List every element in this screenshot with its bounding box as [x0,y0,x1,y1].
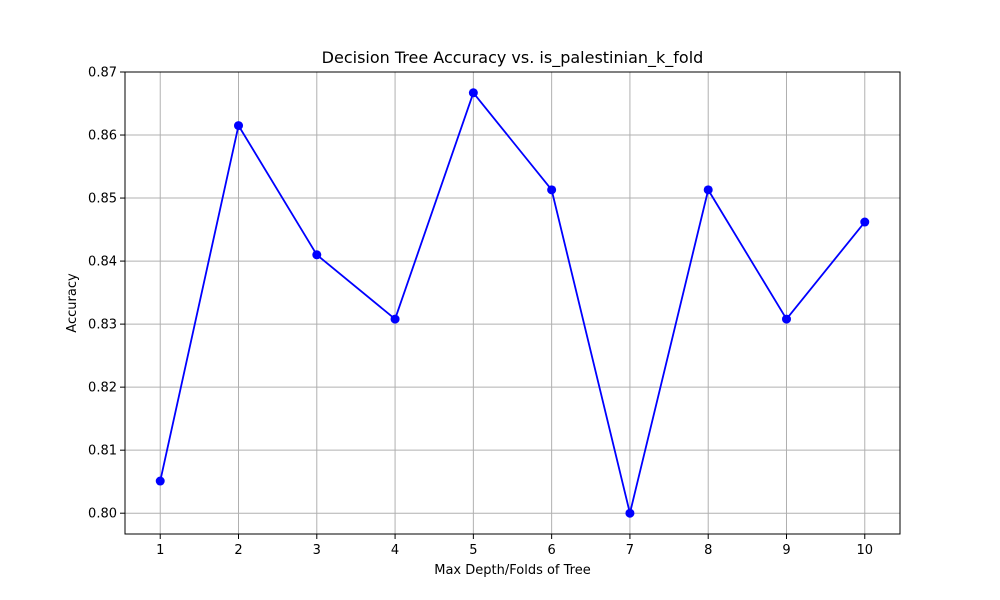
chart-title: Decision Tree Accuracy vs. is_palestinia… [322,48,704,68]
axis-ticks: 1 2 3 4 5 6 7 8 9 10 0.80 0.81 0.82 0.83 0.84 0.85 0.86 0… [88,66,873,559]
data-point [312,250,322,260]
series-line [159,91,866,515]
plot-frame [124,71,901,535]
data-point [781,314,791,324]
data-point [155,476,165,486]
y-tick-label: 0.80 [88,507,117,522]
y-tick-label: 0.85 [88,192,117,207]
x-tick-label: 2 [234,543,242,558]
x-axis-label: Max Depth/Folds of Tree [434,563,590,578]
x-tick-label: 8 [704,543,712,558]
y-tick-label: 0.81 [88,444,117,459]
x-tick-label: 9 [782,543,790,558]
x-tick-label: 5 [469,543,477,558]
x-tick-label: 1 [156,543,164,558]
data-point [625,508,635,518]
x-tick-label: 10 [856,543,873,558]
x-tick-label: 4 [391,543,399,558]
y-tick-label: 0.84 [88,255,117,270]
data-point [703,185,713,195]
x-tick-label: 6 [548,543,556,558]
x-tick-label: 3 [313,543,321,558]
y-tick-label: 0.86 [88,129,117,144]
x-tick-label: 7 [626,543,634,558]
y-tick-label: 0.87 [88,66,117,81]
data-point [547,185,557,195]
data-point [860,217,870,227]
data-point [234,121,244,131]
data-point [390,314,400,324]
y-tick-label: 0.82 [88,381,117,396]
y-tick-label: 0.83 [88,318,117,333]
y-axis-label: Accuracy [65,273,80,333]
data-point [468,88,478,98]
series-layer [155,88,870,518]
